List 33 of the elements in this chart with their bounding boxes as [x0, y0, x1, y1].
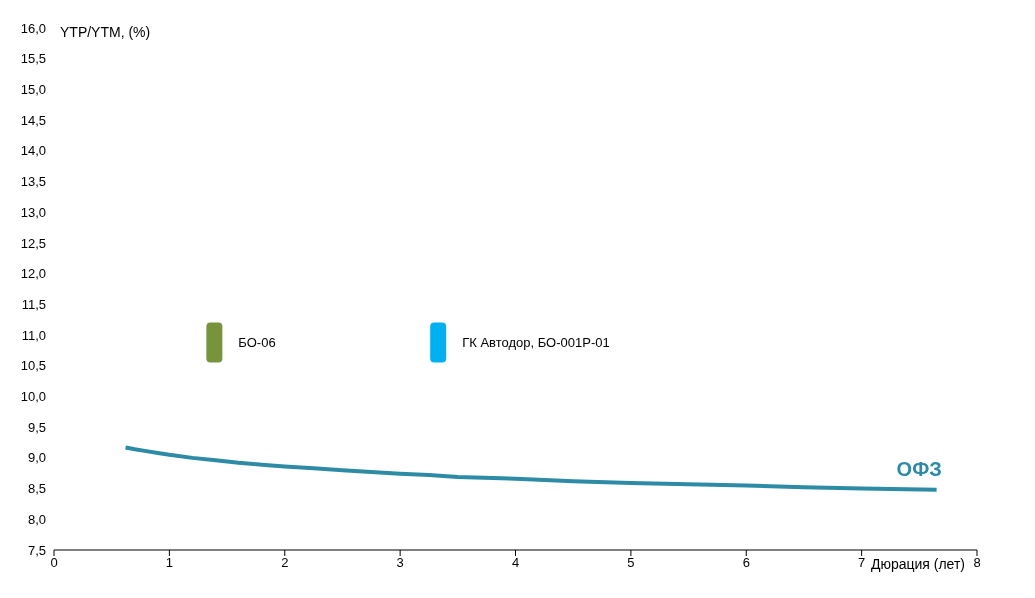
x-tick-label: 2: [281, 555, 289, 571]
y-tick-label: 10,5: [20, 358, 46, 374]
y-tick-label: 8,5: [27, 481, 46, 497]
x-axis-title: Дюрация (лет): [870, 556, 965, 572]
x-tick-label: 6: [742, 555, 750, 571]
y-tick-label: 12,0: [20, 266, 46, 282]
y-tick-label: 7,5: [27, 542, 46, 558]
y-tick-label: 8,0: [27, 511, 46, 527]
y-tick-label: 14,0: [20, 143, 46, 159]
y-tick-label: 11,5: [21, 296, 46, 312]
x-tick-label: 5: [627, 555, 635, 571]
line-series: [123, 445, 939, 492]
x-tick-label: 4: [511, 555, 520, 571]
y-tick-label: 14,5: [20, 112, 46, 128]
y-tick-label: 15,0: [20, 82, 46, 98]
y-tick-label: 9,5: [27, 419, 46, 435]
y-tick-label: 15,5: [20, 51, 46, 67]
series-label: БО-06: [238, 335, 276, 351]
x-tick-label: 8: [973, 555, 981, 571]
series-label: ОФЗ: [896, 457, 942, 480]
y-tick-label: 13,5: [20, 174, 46, 190]
x-tick-label: 7: [858, 555, 866, 571]
y-tick-label: 16,0: [20, 20, 46, 36]
y-axis-title: YTP/YTM, (%): [60, 24, 151, 40]
x-tick-label: 0: [50, 555, 58, 571]
y-tick-label: 12,5: [20, 235, 46, 251]
x-tick-label: 3: [396, 555, 404, 571]
y-tick-label: 10,0: [20, 389, 46, 405]
series-label: ГК Автодор, БО-001Р-01: [462, 335, 610, 351]
y-tick-label: 9,0: [27, 450, 46, 466]
y-tick-label: 13,0: [20, 204, 46, 220]
y-tick-label: 11,0: [21, 327, 46, 343]
x-tick-label: 1: [165, 555, 173, 571]
